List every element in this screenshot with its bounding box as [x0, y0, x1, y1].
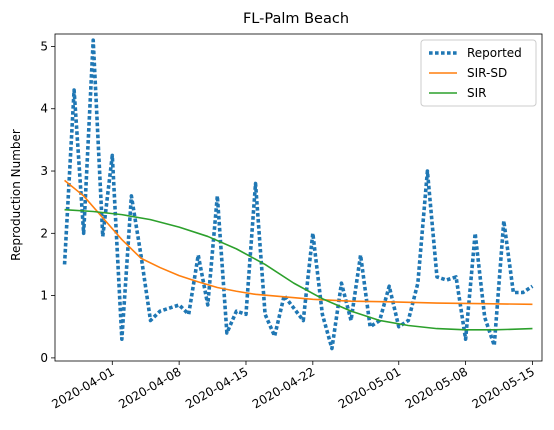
x-tick-label: 2020-04-15	[183, 364, 250, 411]
y-axis-label: Reproduction Number	[9, 129, 23, 261]
legend-label: SIR	[467, 86, 487, 100]
y-axis: 0 1 2 3 4 5	[40, 39, 55, 365]
x-tick-label: 2020-05-15	[470, 364, 537, 411]
series-line-reported	[62, 38, 534, 351]
legend-label: SIR-SD	[467, 66, 507, 80]
y-tick-label: 0	[40, 351, 48, 365]
legend-label: Reported	[467, 46, 522, 60]
legend: Reported SIR-SD SIR	[420, 39, 537, 107]
y-tick-label: 1	[40, 289, 48, 303]
x-tick-label: 2020-05-01	[336, 364, 403, 411]
x-tick-label: 2020-04-08	[116, 364, 183, 411]
legend-box	[420, 39, 537, 107]
y-tick-label: 5	[40, 39, 48, 53]
y-tick-label: 2	[40, 226, 48, 240]
y-tick-label: 4	[40, 102, 48, 116]
series-layer	[62, 38, 534, 351]
y-tick-label: 3	[40, 164, 48, 178]
x-tick-label: 2020-05-08	[403, 364, 470, 411]
series-line-sir-sd	[64, 179, 533, 306]
x-tick-label: 2020-04-22	[250, 364, 317, 411]
chart-title: FL-Palm Beach	[243, 11, 349, 27]
plot-frame	[54, 33, 543, 362]
series-line-sir	[64, 208, 533, 331]
x-tick-label: 2020-04-01	[49, 364, 116, 411]
x-axis: 2020-04-01 2020-04-08 2020-04-15 2020-04-22…	[49, 361, 537, 411]
